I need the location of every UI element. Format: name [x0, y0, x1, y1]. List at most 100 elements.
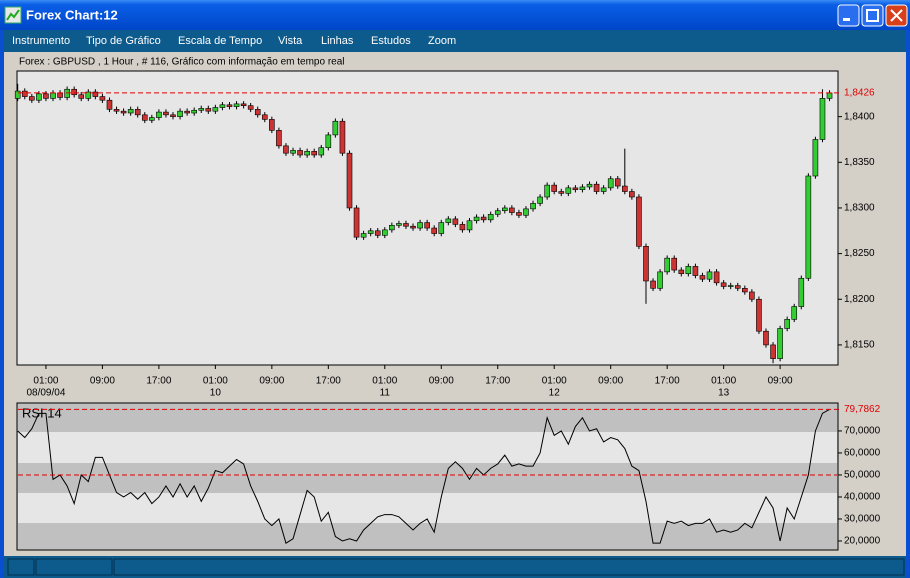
chart-info: Forex : GBPUSD , 1 Hour , # 116, Gráfico…	[19, 57, 345, 68]
candle-body	[727, 285, 734, 287]
candle-body	[586, 183, 593, 188]
candle-body	[276, 130, 282, 147]
candle-body	[127, 109, 134, 114]
maximize-button[interactable]	[861, 4, 884, 27]
minimize-button[interactable]	[837, 4, 860, 27]
candle-body	[791, 306, 798, 320]
candle-body	[643, 246, 649, 282]
menu-item[interactable]: Zoom	[428, 35, 456, 47]
candle-body	[671, 257, 678, 271]
candle-body	[156, 111, 162, 118]
candle-body	[749, 291, 755, 300]
last-value-label: 1,8426	[844, 88, 875, 99]
status-cell	[35, 558, 113, 576]
candle-body	[184, 110, 190, 114]
candle-body	[191, 109, 197, 114]
candle-body	[170, 114, 176, 117]
candle-body	[212, 107, 219, 112]
candle-body	[240, 103, 247, 106]
status-cell	[7, 558, 35, 576]
candle-body	[537, 196, 543, 204]
candle-body	[530, 203, 536, 210]
candle-body	[622, 185, 628, 192]
candle-body	[36, 93, 42, 101]
candle-body	[219, 104, 226, 108]
candle-body	[593, 183, 600, 192]
candle-body	[92, 91, 99, 97]
candle-body	[198, 108, 205, 111]
menu-item[interactable]: Instrumento	[12, 35, 70, 47]
x-tick-label: 09:00	[429, 376, 454, 387]
candle-body	[692, 266, 699, 276]
candle-body	[346, 152, 353, 209]
y-tick-label: 60,0000	[844, 448, 881, 459]
x-tick-label: 17:00	[316, 376, 341, 387]
candle-body	[777, 328, 783, 359]
candle-body	[50, 92, 56, 99]
close-icon	[890, 9, 903, 22]
candle-body	[445, 218, 452, 223]
candle-body	[565, 187, 572, 194]
candle-body	[629, 191, 635, 198]
candle-body	[85, 91, 92, 99]
x-tick-label: 01:00	[203, 376, 228, 387]
x-tick-label: 17:00	[146, 376, 171, 387]
candle-body	[353, 207, 360, 238]
candle-body	[120, 110, 127, 114]
candle-body	[261, 114, 268, 120]
candle-body	[254, 109, 261, 116]
candle-body	[113, 109, 120, 112]
menu-item[interactable]: Escala de Tempo	[178, 35, 262, 47]
menu-item[interactable]: Tipo de Gráfico	[86, 35, 161, 47]
candle-body	[325, 134, 332, 148]
x-tick-label: 01:00	[33, 376, 58, 387]
y-tick-label: 1,8200	[844, 294, 875, 305]
candle-body	[812, 139, 819, 177]
date-label: 10	[210, 388, 222, 399]
candle-body	[21, 90, 28, 97]
candle-body	[389, 225, 395, 231]
candle-body	[826, 92, 833, 99]
candle-body	[332, 120, 339, 136]
candle-body	[205, 108, 212, 112]
candle-body	[706, 271, 713, 280]
status-bar	[4, 556, 906, 578]
date-label: 08/09/04	[26, 388, 65, 399]
status-cell	[113, 558, 905, 576]
y-tick-label: 70,0000	[844, 426, 881, 437]
candle-body	[14, 90, 21, 99]
candle-body	[473, 216, 480, 222]
y-tick-label: 50,0000	[844, 470, 881, 481]
candle-body	[784, 319, 790, 329]
candle-body	[699, 275, 706, 280]
candle-body	[149, 117, 155, 121]
candle-body	[381, 229, 388, 236]
candle-body	[410, 225, 416, 229]
candle-body	[304, 151, 310, 156]
candle-body	[226, 104, 233, 107]
candle-body	[318, 147, 325, 156]
candle-body	[106, 99, 113, 110]
x-tick-label: 01:00	[372, 376, 397, 387]
x-tick-label: 17:00	[655, 376, 680, 387]
candle-body	[417, 222, 423, 229]
y-tick-label: 1,8300	[844, 203, 875, 214]
rsi-line	[17, 408, 830, 544]
menu-item[interactable]: Estudos	[371, 35, 411, 47]
candle-body	[501, 207, 508, 211]
candle-body	[607, 178, 614, 189]
chart-line: 20,0000 30,0000 40,0000 50,0000 60,0000 70,00…	[17, 404, 881, 547]
candle-body	[43, 93, 49, 99]
menu-item[interactable]: Linhas	[321, 35, 354, 47]
x-tick-label: 09:00	[598, 376, 623, 387]
menu-item[interactable]: Vista	[278, 35, 303, 47]
candle-body	[657, 271, 663, 289]
candle-body	[290, 150, 296, 154]
candle-body	[424, 222, 430, 229]
candle-body	[403, 223, 409, 227]
candle-body	[819, 98, 826, 140]
window-buttons	[837, 4, 908, 27]
candle-body	[480, 216, 487, 221]
